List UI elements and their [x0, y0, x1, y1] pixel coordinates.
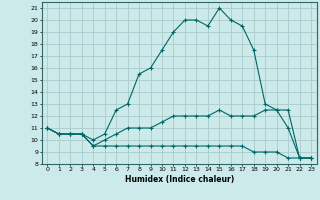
X-axis label: Humidex (Indice chaleur): Humidex (Indice chaleur): [124, 175, 234, 184]
